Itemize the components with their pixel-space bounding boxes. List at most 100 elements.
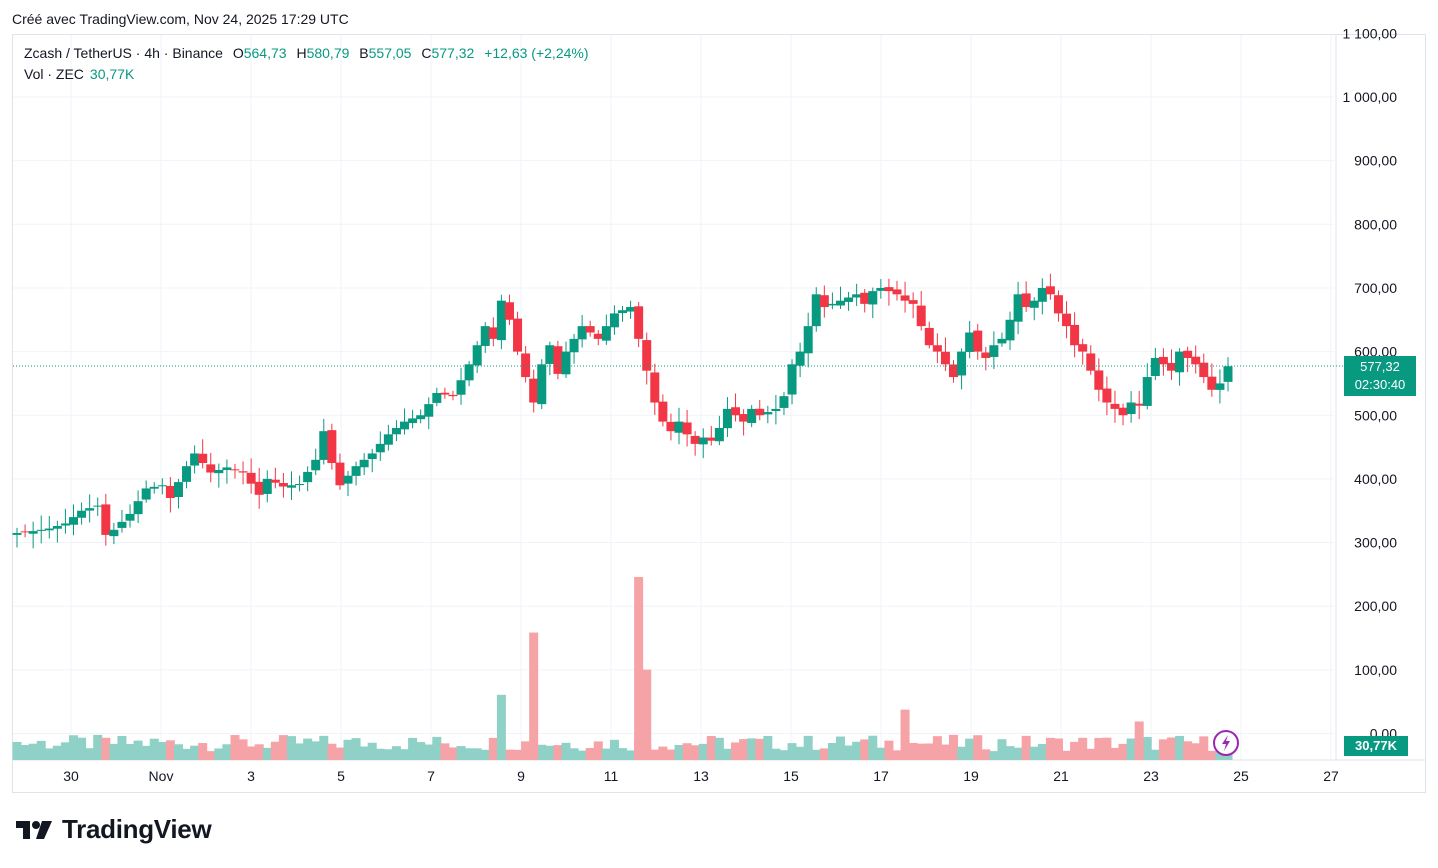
candle-body bbox=[133, 501, 143, 515]
candle-body bbox=[682, 422, 692, 435]
tradingview-logo[interactable]: TradingView bbox=[16, 814, 212, 845]
lightning-icon[interactable] bbox=[1212, 729, 1240, 762]
volume-bar bbox=[408, 737, 418, 760]
price-axis-label: 100,00 bbox=[1354, 662, 1397, 678]
volume-bar bbox=[658, 746, 668, 760]
candle-body bbox=[101, 504, 111, 535]
volume-bar-spike bbox=[529, 632, 539, 760]
volume-bar bbox=[448, 747, 458, 760]
volume-bar bbox=[1142, 736, 1152, 760]
open-label: O bbox=[232, 45, 244, 61]
candle-body bbox=[456, 380, 466, 395]
volume-bar bbox=[908, 742, 918, 760]
volume-bar bbox=[1158, 739, 1168, 760]
candle-body bbox=[642, 340, 652, 371]
volume-bar bbox=[214, 748, 224, 760]
volume-bar bbox=[456, 746, 466, 760]
volume-bar bbox=[77, 737, 87, 760]
candle-body bbox=[157, 485, 167, 487]
candle-body bbox=[957, 351, 967, 376]
candle-body bbox=[521, 353, 531, 378]
candle-body bbox=[779, 396, 789, 408]
volume-bar bbox=[190, 745, 200, 760]
volume-tag: 30,77K bbox=[1344, 736, 1408, 756]
candle-body bbox=[771, 408, 781, 411]
volume-bar bbox=[1166, 737, 1176, 760]
candle-body bbox=[238, 471, 248, 473]
created-with-note: Créé avec TradingView.com, Nov 24, 2025 … bbox=[12, 11, 349, 27]
volume-bar bbox=[835, 736, 845, 760]
candle-body bbox=[1199, 362, 1209, 378]
price-axis-label: 500,00 bbox=[1354, 407, 1397, 423]
candle-body bbox=[400, 421, 410, 430]
volume-bar bbox=[222, 744, 232, 760]
volume-bar bbox=[957, 746, 967, 760]
candle-body bbox=[190, 453, 200, 466]
candle-body bbox=[714, 427, 724, 442]
chart-frame[interactable] bbox=[12, 34, 1426, 793]
volume-bar bbox=[472, 748, 482, 760]
volume-bar bbox=[884, 740, 894, 760]
volume-bar bbox=[924, 743, 934, 760]
volume-bar bbox=[569, 748, 579, 760]
volume-bar bbox=[488, 737, 498, 760]
volume-bar bbox=[133, 740, 143, 760]
volume-bar bbox=[367, 742, 377, 760]
volume-bar bbox=[351, 738, 361, 760]
candle-body bbox=[85, 508, 95, 511]
volume-bar bbox=[618, 748, 627, 760]
candle-body bbox=[1118, 407, 1128, 416]
volume-bar bbox=[375, 748, 385, 760]
volume-label[interactable]: Vol · ZEC bbox=[24, 66, 84, 82]
candle-body bbox=[1183, 350, 1193, 358]
volume-bar bbox=[932, 736, 942, 760]
volume-bar bbox=[182, 748, 192, 760]
candle-body bbox=[391, 427, 401, 435]
volume-bar bbox=[504, 749, 514, 760]
volume-bar bbox=[577, 750, 587, 760]
time-axis-label: 15 bbox=[783, 768, 799, 784]
volume-bar bbox=[722, 748, 732, 760]
candle-body bbox=[949, 364, 959, 378]
change-value: +12,63 (+2,24%) bbox=[484, 45, 589, 61]
volume-bar bbox=[85, 748, 95, 760]
candle-body bbox=[1005, 319, 1015, 341]
volume-bar bbox=[1029, 746, 1039, 760]
symbol-name[interactable]: Zcash / TetherUS · 4h · Binance bbox=[24, 45, 223, 61]
volume-bar bbox=[1175, 735, 1185, 760]
volume-bar bbox=[674, 744, 684, 760]
volume-bar bbox=[795, 746, 805, 760]
last-price: 577,32 bbox=[1360, 359, 1400, 374]
volume-bar bbox=[432, 736, 442, 760]
volume-bar bbox=[52, 745, 62, 760]
candle-body bbox=[827, 303, 837, 306]
candle-body bbox=[577, 326, 587, 340]
volume-bar bbox=[424, 744, 434, 760]
candle-body bbox=[173, 482, 183, 498]
volume-bar bbox=[585, 748, 595, 760]
volume-bar bbox=[892, 750, 902, 760]
volume-bar bbox=[739, 739, 749, 760]
candle-body bbox=[1158, 356, 1168, 365]
candle-body bbox=[36, 529, 46, 531]
volume-bar bbox=[868, 735, 878, 760]
time-axis-label: 27 bbox=[1323, 768, 1339, 784]
candle-body bbox=[472, 345, 482, 366]
volume-bar bbox=[1078, 737, 1088, 760]
candle-body bbox=[28, 531, 38, 534]
volume-bar bbox=[545, 745, 555, 760]
volume-bar bbox=[989, 751, 999, 760]
candle-body bbox=[77, 510, 87, 518]
volume-bar bbox=[327, 743, 337, 760]
candle-body bbox=[230, 469, 240, 471]
volume-bar bbox=[238, 739, 248, 760]
volume-bar bbox=[682, 743, 692, 760]
candle-body bbox=[545, 345, 555, 364]
volume-bar bbox=[1102, 737, 1112, 760]
candle-body bbox=[246, 472, 256, 484]
volume-bar bbox=[69, 735, 79, 760]
candle-body bbox=[634, 306, 644, 339]
candle-body bbox=[270, 479, 280, 483]
candle-body bbox=[327, 430, 337, 463]
